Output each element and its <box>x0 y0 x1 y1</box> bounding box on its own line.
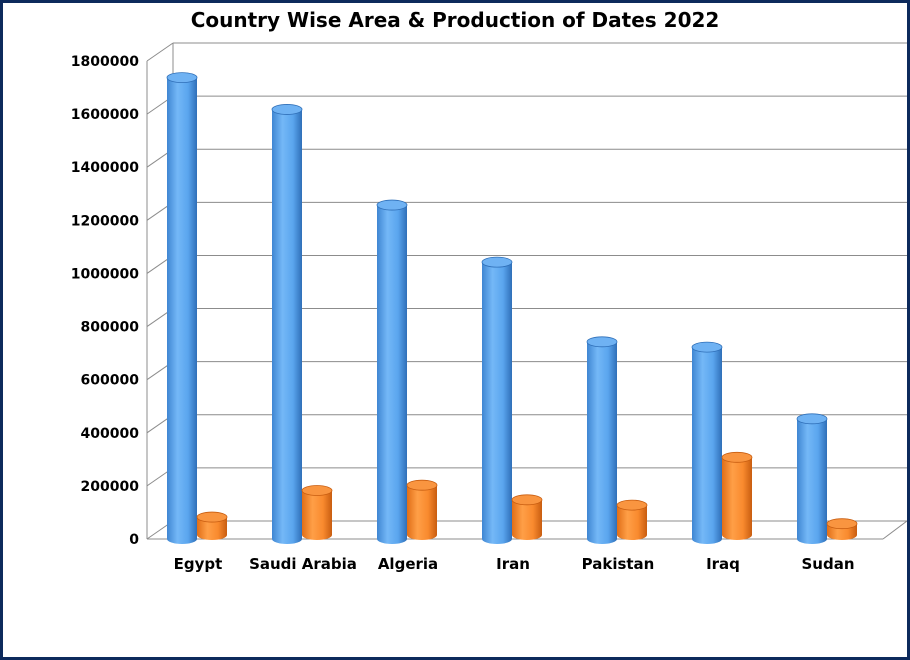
bar-series2 <box>827 523 857 535</box>
y-tick-label: 600000 <box>81 373 140 389</box>
bar-base <box>827 530 857 540</box>
y-tick-label: 1800000 <box>71 54 139 70</box>
y-tick-label: 800000 <box>81 320 140 336</box>
bar-base <box>197 530 227 540</box>
bar-series2 <box>512 499 542 535</box>
bar-top <box>271 104 303 115</box>
x-tick-label: Pakistan <box>582 555 655 573</box>
bar-base <box>722 530 752 540</box>
x-tick-label: Saudi Arabia <box>249 555 357 573</box>
bar-series1 <box>692 347 722 539</box>
chart-title: Country Wise Area & Production of Dates … <box>190 8 720 32</box>
bar-top <box>826 518 858 530</box>
bar-base <box>272 534 302 544</box>
bar-base <box>482 534 512 544</box>
bar-top <box>691 341 723 353</box>
bar-series1 <box>587 341 617 539</box>
x-tick-label: Sudan <box>801 555 854 573</box>
x-tick-label: Iraq <box>706 555 740 573</box>
bar-base <box>587 534 617 544</box>
bar-series1 <box>797 418 827 539</box>
bar-series1 <box>377 205 407 540</box>
bar-top <box>511 494 543 506</box>
bar-top <box>406 479 438 491</box>
bar-top <box>721 451 753 463</box>
bar-top <box>376 199 408 211</box>
bar-base <box>167 534 197 544</box>
bar-top <box>481 256 513 268</box>
bar-base <box>797 534 827 544</box>
bar-top <box>196 511 228 523</box>
chart-canvas: 0 200000 400000 600000 800000 1000000 1200000 1… <box>71 42 907 573</box>
bar-series1 <box>482 262 512 539</box>
x-tick-label: Egypt <box>174 555 223 573</box>
y-tick-label: 400000 <box>81 426 140 442</box>
y-tick-label: 1400000 <box>71 160 139 176</box>
bar-base <box>512 530 542 540</box>
x-tick-label: Algeria <box>378 555 438 573</box>
side-gridline <box>146 42 174 62</box>
x-tick-label: Iran <box>496 555 530 573</box>
floor-right-edge <box>882 520 907 540</box>
bar-base <box>377 534 407 544</box>
bar-top <box>616 499 648 511</box>
bar-top <box>301 485 333 496</box>
bar-series2 <box>407 485 437 535</box>
bar-base <box>692 534 722 544</box>
bar-base <box>617 530 647 540</box>
y-tick-label: 200000 <box>81 479 140 495</box>
bar-top <box>166 72 198 83</box>
bar-series1 <box>167 77 197 539</box>
y-tick-label: 1200000 <box>71 213 139 229</box>
y-tick-label: 1600000 <box>71 107 139 123</box>
bar-base <box>302 530 332 540</box>
bar-series2 <box>302 490 332 535</box>
y-tick-label: 1000000 <box>71 266 139 282</box>
bar-top <box>796 413 828 425</box>
y-tick-label: 0 <box>129 532 139 548</box>
bar-series2 <box>722 457 752 535</box>
bar-base <box>407 530 437 540</box>
bar-series1 <box>272 109 302 539</box>
bar-top <box>586 336 618 348</box>
